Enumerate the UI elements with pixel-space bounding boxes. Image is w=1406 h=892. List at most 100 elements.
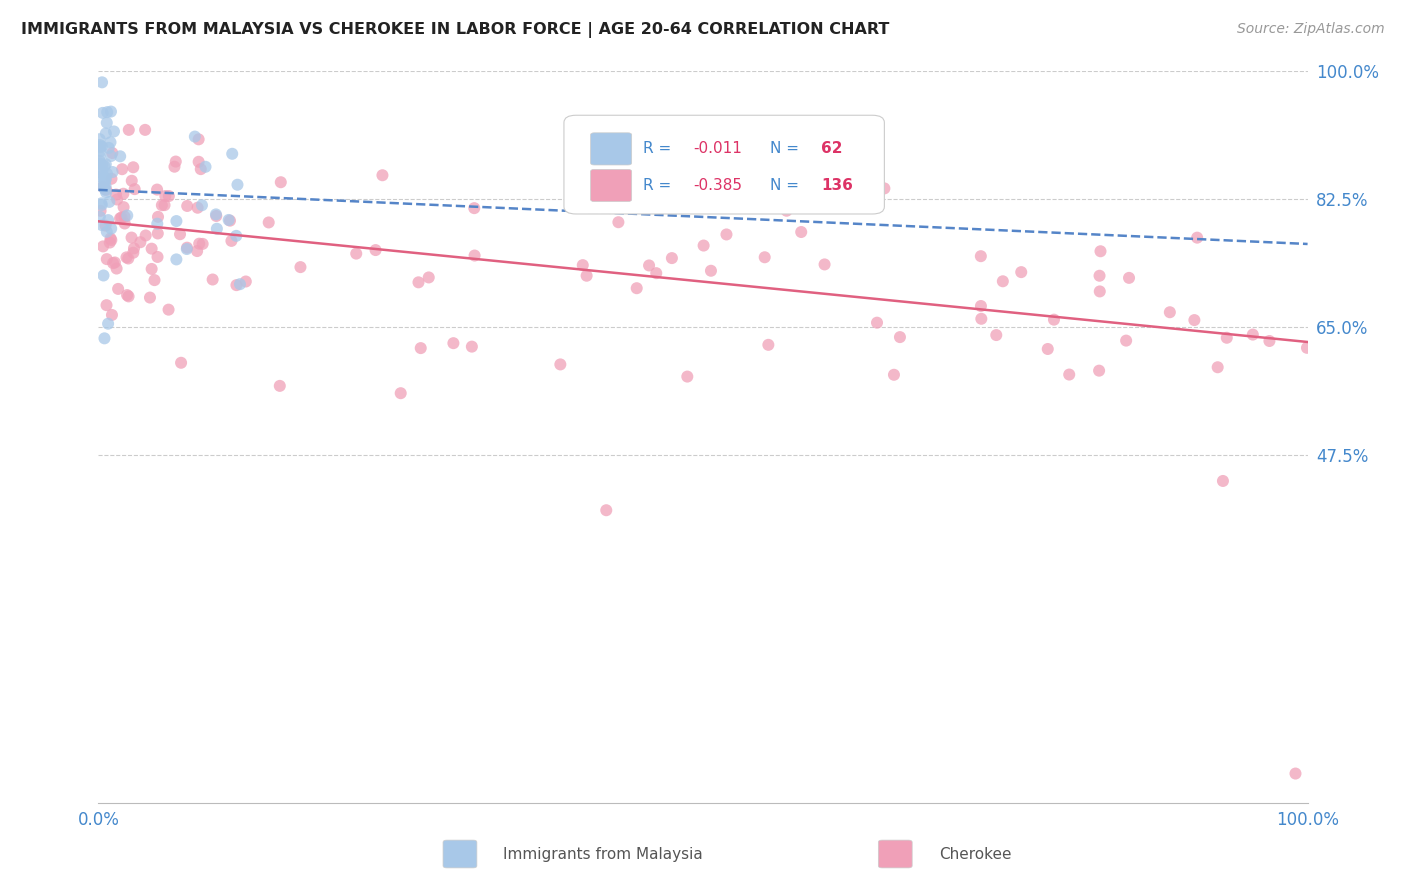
- Point: [461, 340, 484, 354]
- Point: [89, 132, 111, 146]
- Point: [105, 261, 128, 276]
- Point: [107, 282, 129, 296]
- Point: [364, 243, 387, 257]
- Point: [1212, 474, 1234, 488]
- Point: [96, 167, 118, 181]
- Point: [101, 256, 124, 270]
- Point: [225, 278, 247, 293]
- Point: [790, 225, 813, 239]
- Point: [571, 258, 593, 272]
- Point: [645, 266, 668, 280]
- Point: [91, 163, 114, 178]
- Point: [756, 338, 779, 352]
- Point: [97, 213, 120, 227]
- Point: [344, 246, 367, 260]
- Text: N =: N =: [769, 178, 803, 193]
- Point: [112, 200, 135, 214]
- Point: [1118, 271, 1140, 285]
- Point: [121, 174, 143, 188]
- Point: [112, 186, 135, 201]
- Point: [389, 386, 412, 401]
- Point: [90, 203, 112, 218]
- Point: [187, 201, 209, 215]
- Point: [143, 273, 166, 287]
- Point: [96, 298, 118, 312]
- Point: [93, 331, 115, 345]
- Text: IMMIGRANTS FROM MALAYSIA VS CHEROKEE IN LABOR FORCE | AGE 20-64 CORRELATION CHAR: IMMIGRANTS FROM MALAYSIA VS CHEROKEE IN …: [21, 22, 890, 38]
- Point: [94, 219, 117, 233]
- Point: [692, 160, 714, 174]
- Point: [89, 169, 111, 184]
- Point: [141, 242, 163, 256]
- Point: [813, 257, 835, 271]
- Point: [146, 217, 169, 231]
- FancyBboxPatch shape: [591, 169, 631, 202]
- Point: [146, 250, 169, 264]
- Point: [219, 213, 242, 227]
- Point: [93, 159, 115, 173]
- Point: [94, 178, 117, 193]
- Point: [1216, 331, 1239, 345]
- Text: Cherokee: Cherokee: [939, 847, 1011, 862]
- Point: [94, 186, 117, 200]
- Point: [676, 369, 699, 384]
- Point: [105, 187, 128, 202]
- Point: [1182, 313, 1205, 327]
- Point: [165, 252, 187, 267]
- Point: [91, 218, 114, 232]
- Text: -0.011: -0.011: [693, 142, 742, 156]
- Point: [186, 244, 208, 258]
- Point: [970, 311, 993, 326]
- Point: [103, 124, 125, 138]
- Point: [97, 317, 120, 331]
- Point: [114, 210, 136, 224]
- Point: [89, 138, 111, 153]
- Point: [89, 210, 111, 224]
- Point: [118, 123, 141, 137]
- Point: [101, 146, 124, 161]
- Point: [91, 179, 114, 194]
- Point: [201, 272, 224, 286]
- Point: [89, 140, 111, 154]
- Point: [94, 183, 117, 197]
- Point: [235, 275, 257, 289]
- Point: [94, 127, 117, 141]
- Point: [188, 236, 211, 251]
- Text: 62: 62: [821, 142, 844, 156]
- Point: [441, 336, 464, 351]
- FancyBboxPatch shape: [591, 133, 631, 165]
- Point: [110, 211, 132, 225]
- Point: [108, 149, 131, 163]
- Point: [108, 211, 131, 226]
- Point: [89, 145, 111, 159]
- Text: 136: 136: [821, 178, 853, 193]
- Point: [115, 251, 138, 265]
- Point: [371, 168, 394, 182]
- Point: [184, 129, 207, 144]
- Point: [1206, 360, 1229, 375]
- Point: [129, 235, 152, 250]
- Point: [190, 162, 212, 177]
- Point: [96, 252, 118, 266]
- Point: [176, 242, 198, 256]
- Point: [93, 179, 115, 194]
- Point: [153, 198, 176, 212]
- Point: [550, 358, 572, 372]
- Point: [889, 330, 911, 344]
- Point: [873, 181, 896, 195]
- Point: [90, 198, 112, 212]
- Point: [96, 116, 118, 130]
- Point: [100, 233, 122, 247]
- Point: [89, 153, 111, 168]
- Point: [170, 356, 193, 370]
- Point: [122, 241, 145, 255]
- Point: [157, 189, 180, 203]
- FancyBboxPatch shape: [879, 840, 912, 868]
- Point: [165, 214, 187, 228]
- Text: Source: ZipAtlas.com: Source: ZipAtlas.com: [1237, 22, 1385, 37]
- Point: [692, 238, 714, 252]
- Point: [115, 288, 138, 302]
- Point: [90, 178, 112, 193]
- Text: Immigrants from Malaysia: Immigrants from Malaysia: [503, 847, 703, 862]
- Point: [270, 175, 292, 189]
